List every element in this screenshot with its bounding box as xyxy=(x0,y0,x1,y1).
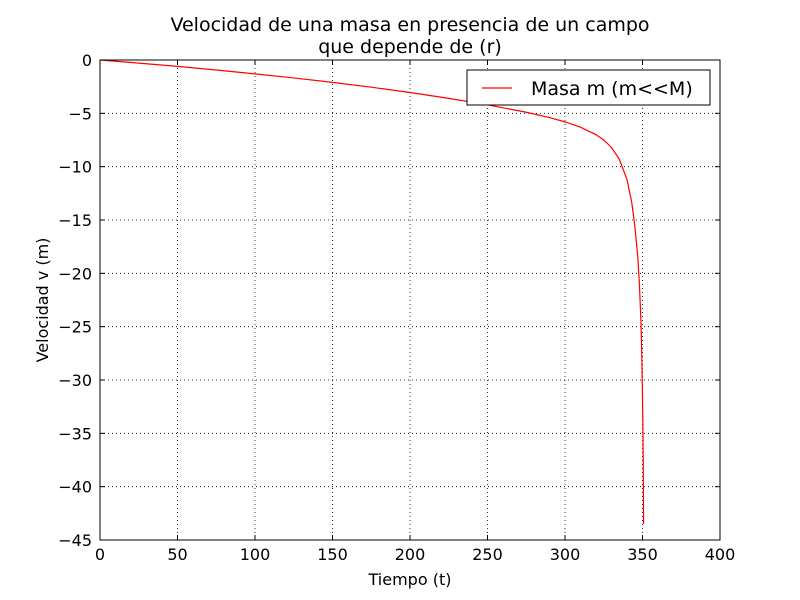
y-tick-label: −5 xyxy=(68,104,92,123)
x-tick-label: 50 xyxy=(167,545,187,564)
x-tick-label: 200 xyxy=(395,545,426,564)
y-tick-label: −45 xyxy=(58,531,92,550)
x-tick-label: 250 xyxy=(472,545,503,564)
x-tick-label: 300 xyxy=(550,545,581,564)
y-tick-label: −10 xyxy=(58,158,92,177)
y-tick-label: −40 xyxy=(58,478,92,497)
x-tick-label: 150 xyxy=(317,545,348,564)
legend-label: Masa m (m<<M) xyxy=(531,78,693,100)
x-axis-label: Tiempo (t) xyxy=(368,570,452,589)
y-tick-label: −25 xyxy=(58,318,92,337)
plot-frame xyxy=(99,59,721,541)
y-tick-label: −30 xyxy=(58,371,92,390)
y-tick-label: −15 xyxy=(58,211,92,230)
grid-lines xyxy=(100,60,720,540)
chart-title-line-2: que depende de (r) xyxy=(318,36,502,58)
y-tick-label: −35 xyxy=(58,424,92,443)
y-tick-label: 0 xyxy=(82,51,92,70)
y-tick-label: −20 xyxy=(58,264,92,283)
chart-title-line-1: Velocidad de una masa en presencia de un… xyxy=(170,14,649,36)
x-tick-label: 350 xyxy=(627,545,658,564)
y-axis-label: Velocidad v (m) xyxy=(33,238,52,363)
axis-tick-labels: 0 50 100 150 200 250 300 350 400 0 −5 −10 −15 −20 −25 −… xyxy=(58,51,735,564)
data-series xyxy=(99,59,645,525)
x-tick-label: 400 xyxy=(705,545,736,564)
legend: Masa m (m<<M) xyxy=(466,69,711,106)
x-tick-label: 100 xyxy=(240,545,271,564)
x-tick-label: 0 xyxy=(95,545,105,564)
series-line-0 xyxy=(99,59,645,525)
